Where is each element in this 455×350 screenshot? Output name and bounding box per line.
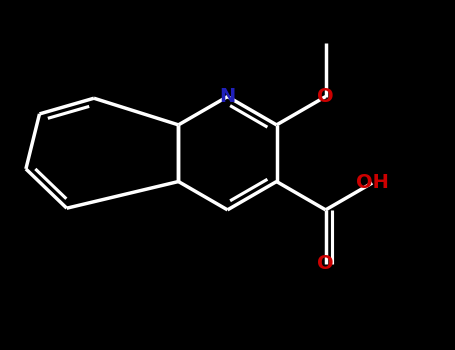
Text: N: N	[219, 87, 236, 106]
Text: O: O	[317, 87, 334, 106]
Text: O: O	[317, 254, 334, 273]
Text: OH: OH	[356, 174, 389, 192]
